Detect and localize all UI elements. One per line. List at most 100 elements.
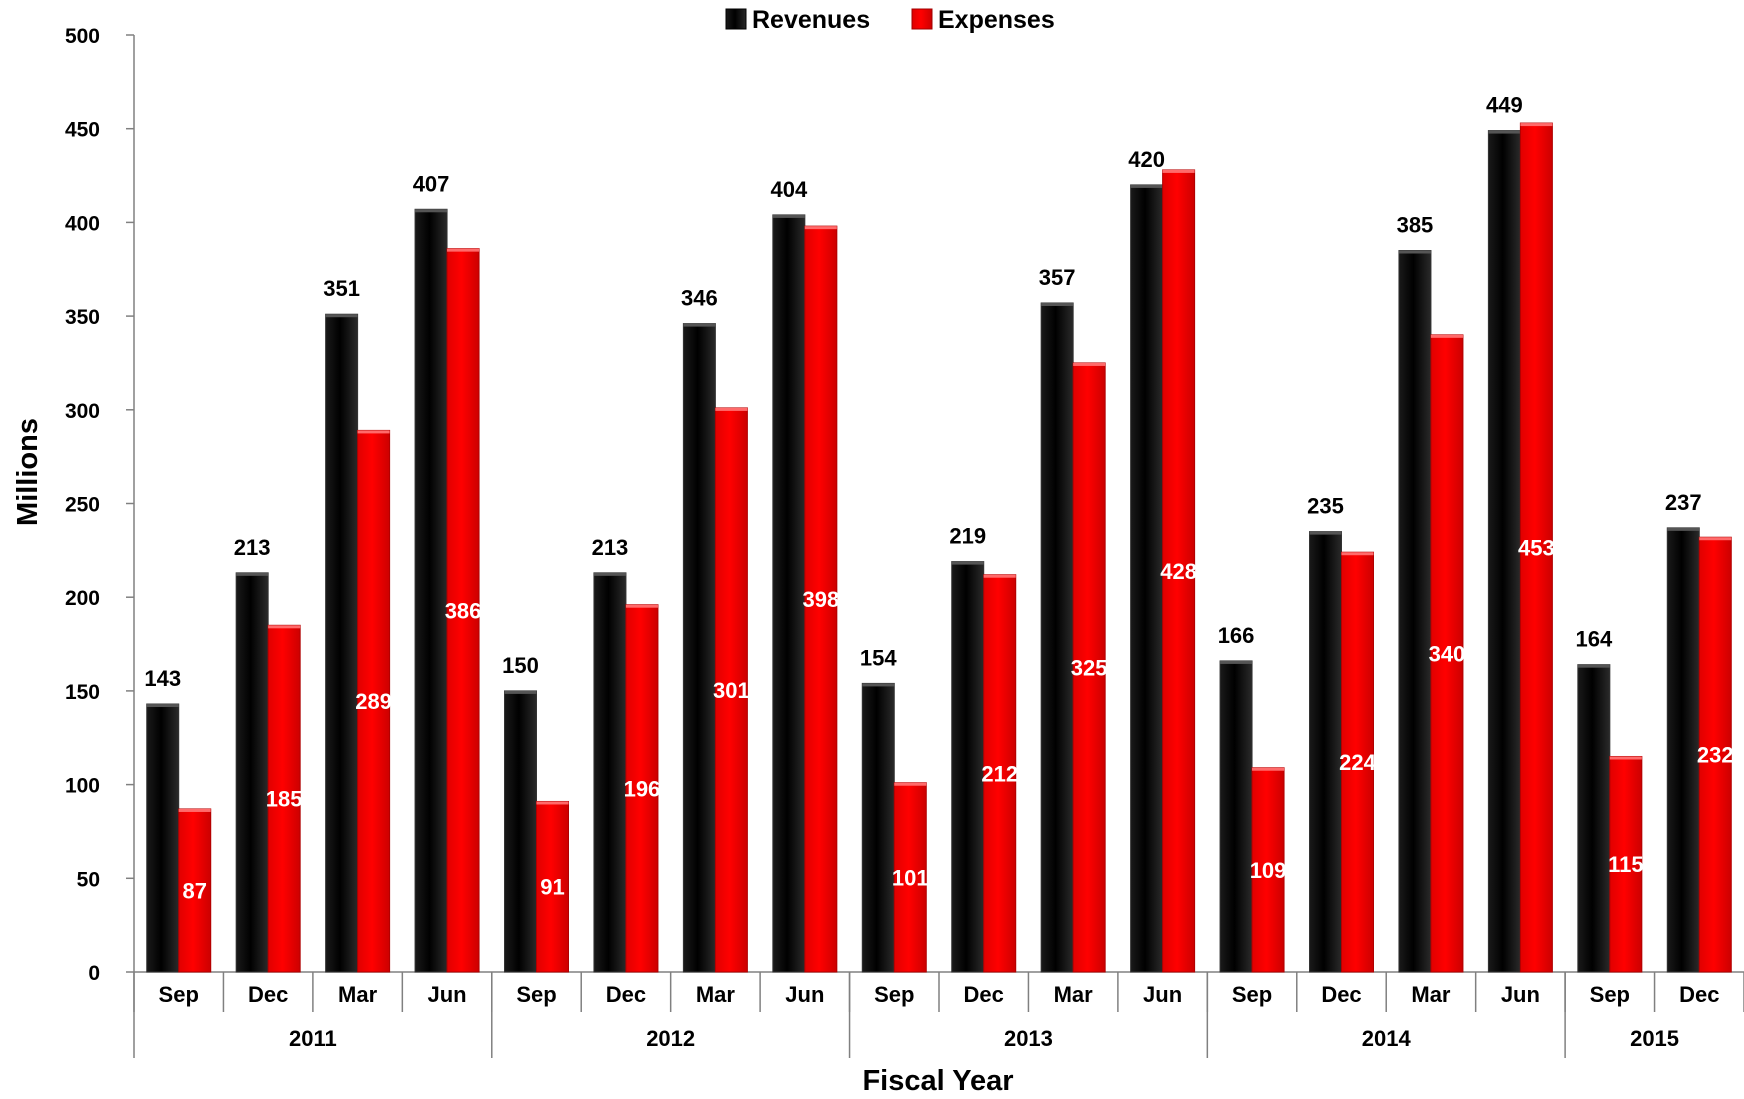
x-category-label: Sep: [516, 982, 556, 1007]
x-category-label: Sep: [159, 982, 199, 1007]
bar-expenses: [446, 248, 480, 973]
bar-revenues-top: [772, 214, 805, 218]
x-category-label: Mar: [696, 982, 736, 1007]
bar-revenues-top: [593, 572, 626, 576]
bar-revenues: [951, 561, 985, 973]
bars: [146, 122, 1732, 973]
x-axis-title: Fiscal Year: [862, 1065, 1013, 1097]
bar-expenses: [1609, 755, 1643, 973]
bar-revenues: [146, 703, 180, 973]
x-category-label: Dec: [248, 982, 288, 1007]
bar-revenues-top: [683, 323, 716, 327]
data-label-expenses: 428: [1160, 559, 1197, 584]
data-label-expenses: 115: [1608, 852, 1644, 877]
data-label-revenues: 385: [1397, 213, 1434, 238]
bar-expenses-top: [1430, 334, 1463, 338]
bar-expenses: [536, 800, 569, 973]
bar-revenues: [861, 682, 895, 973]
data-label-revenues: 213: [592, 535, 629, 560]
bar-revenues: [1398, 250, 1432, 973]
data-label-expenses: 91: [540, 875, 564, 900]
data-label-revenues: 404: [770, 177, 807, 202]
data-label-expenses: 301: [713, 678, 750, 703]
data-label-revenues: 346: [681, 286, 718, 311]
bar-expenses-top: [625, 604, 658, 608]
bar-expenses-top: [536, 801, 569, 805]
bar-expenses-top: [1699, 537, 1732, 541]
data-label-expenses: 453: [1518, 536, 1555, 561]
y-tick-label: 250: [65, 494, 100, 517]
x-year-label: 2013: [1004, 1026, 1053, 1051]
bar-expenses: [983, 574, 1017, 973]
y-tick-label: 50: [77, 868, 100, 891]
x-year-label: 2011: [289, 1026, 337, 1051]
x-category-label: Dec: [964, 982, 1004, 1007]
data-label-revenues: 407: [413, 171, 450, 196]
data-label-expenses: 224: [1339, 750, 1376, 775]
bar-revenues-top: [504, 690, 537, 694]
y-tick-label: 0: [88, 962, 100, 985]
legend-swatch-revenues: [725, 8, 747, 30]
bar-expenses: [1341, 551, 1374, 973]
bar-revenues: [1219, 660, 1253, 973]
bar-expenses-top: [447, 248, 480, 252]
bar-expenses-top: [1609, 756, 1642, 760]
bar-revenues: [235, 572, 269, 973]
x-category-label: Jun: [1501, 982, 1540, 1007]
x-category-label: Sep: [1590, 982, 1630, 1007]
data-label-revenues: 164: [1575, 627, 1612, 652]
y-tick-label: 350: [65, 306, 100, 329]
data-label-expenses: 212: [981, 761, 1018, 786]
data-label-revenues: 166: [1218, 623, 1255, 648]
bar-revenues-top: [1130, 184, 1163, 188]
bar-revenues-top: [1041, 302, 1074, 306]
data-label-revenues: 420: [1128, 147, 1165, 172]
bar-expenses-top: [1252, 767, 1285, 771]
bar-expenses-top: [983, 574, 1016, 578]
data-label-expenses: 325: [1071, 655, 1108, 680]
bar-revenues: [1309, 531, 1342, 973]
data-label-expenses: 101: [892, 865, 929, 890]
bar-expenses-top: [1162, 169, 1195, 173]
x-category-label: Jun: [1143, 982, 1182, 1007]
bar-revenues: [414, 208, 448, 973]
data-label-revenues: 219: [949, 524, 986, 549]
bar-expenses-top: [715, 407, 748, 411]
legend-label-expenses: Expenses: [938, 6, 1055, 34]
legend-swatch-expenses: [911, 8, 933, 30]
y-tick-label: 450: [65, 119, 100, 142]
data-label-expenses: 289: [355, 689, 392, 714]
x-category-label: Dec: [1679, 982, 1719, 1007]
bar-revenues-top: [146, 704, 179, 708]
bar-revenues: [1487, 130, 1521, 973]
bar-expenses-top: [1073, 362, 1106, 366]
data-label-revenues: 351: [323, 276, 360, 301]
bar-revenues: [772, 214, 806, 973]
bar-expenses: [178, 808, 212, 973]
data-label-expenses: 109: [1250, 858, 1287, 883]
bar-expenses-top: [1341, 552, 1374, 556]
bar-expenses: [267, 624, 301, 973]
data-label-revenues: 213: [234, 535, 271, 560]
data-labels: 143 87 213 185 351 289 407 386 150 91 213 196 346 301…: [144, 93, 1733, 904]
bar-revenues-top: [236, 572, 269, 576]
bar-revenues-top: [1220, 660, 1253, 664]
x-category-label: Dec: [1321, 982, 1361, 1007]
bar-revenues: [504, 690, 537, 973]
bar-revenues-top: [325, 314, 358, 318]
bar-expenses-top: [1520, 123, 1553, 127]
bar-expenses: [1072, 362, 1106, 973]
data-label-expenses: 196: [624, 776, 661, 801]
bar-revenues-top: [1309, 531, 1342, 535]
y-tick-label: 150: [65, 681, 100, 704]
bar-expenses: [357, 429, 391, 973]
data-label-expenses: 232: [1697, 743, 1734, 768]
data-label-revenues: 449: [1486, 93, 1523, 118]
x-year-label: 2014: [1362, 1026, 1412, 1051]
bar-revenues-top: [415, 209, 448, 213]
bar-revenues: [1040, 302, 1074, 973]
x-year-label: 2015: [1630, 1026, 1679, 1051]
y-tick-label: 100: [65, 775, 100, 798]
x-category-label: Mar: [1411, 982, 1451, 1007]
